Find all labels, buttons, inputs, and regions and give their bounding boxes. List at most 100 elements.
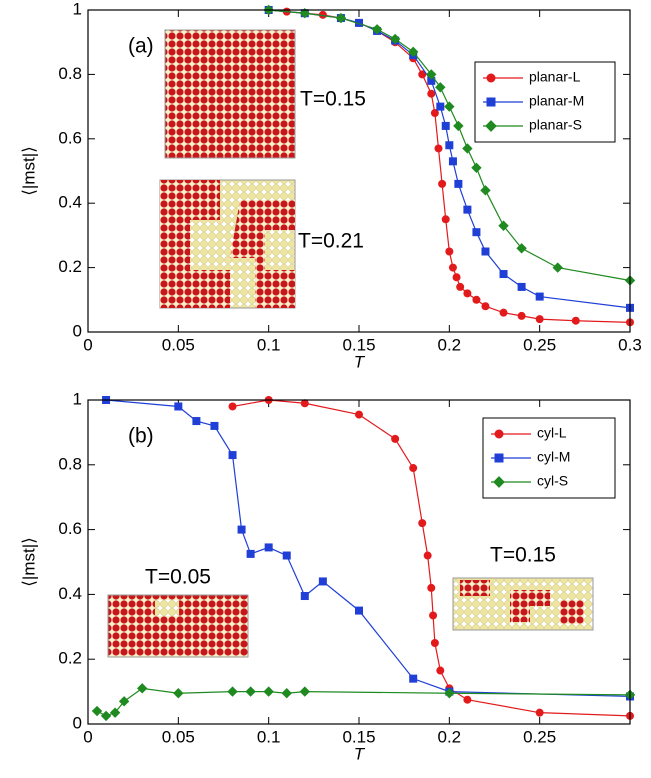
data-point bbox=[445, 141, 454, 150]
data-point bbox=[299, 8, 310, 19]
data-point bbox=[471, 162, 482, 173]
data-point bbox=[300, 592, 309, 601]
data-point bbox=[430, 109, 439, 118]
data-point bbox=[318, 577, 327, 586]
y-tick-label: 0.8 bbox=[58, 64, 82, 83]
x-tick-label: 0.1 bbox=[257, 727, 281, 746]
y-tick-label: 1 bbox=[73, 0, 82, 18]
annotation: T=0.15 bbox=[300, 88, 366, 111]
y-tick-label: 0.2 bbox=[58, 649, 82, 668]
data-point bbox=[263, 686, 274, 697]
annotation: T=0.15 bbox=[490, 544, 556, 567]
data-point bbox=[426, 69, 437, 80]
data-point bbox=[429, 611, 438, 620]
y-tick-label: 0.8 bbox=[58, 454, 82, 473]
data-point bbox=[472, 228, 481, 237]
data-point bbox=[517, 282, 526, 291]
plot-frame bbox=[87, 9, 631, 333]
data-point bbox=[453, 120, 464, 132]
data-point bbox=[463, 289, 472, 298]
x-tick-label: 0.05 bbox=[162, 727, 195, 746]
data-point bbox=[355, 606, 363, 615]
legend-box bbox=[482, 417, 616, 499]
y-tick-label: 1 bbox=[73, 389, 82, 408]
data-point bbox=[391, 434, 400, 443]
series bbox=[263, 4, 636, 286]
data-point bbox=[516, 243, 527, 254]
data-point bbox=[434, 144, 443, 153]
data-point bbox=[444, 101, 455, 112]
data-point bbox=[409, 464, 418, 473]
data-point bbox=[535, 315, 544, 324]
x-tick-label: 0 bbox=[83, 727, 92, 746]
data-point bbox=[174, 402, 183, 411]
x-tick-label: 0.2 bbox=[438, 727, 462, 746]
data-point bbox=[355, 410, 363, 419]
legend-box bbox=[474, 61, 616, 143]
data-point bbox=[498, 220, 509, 231]
legend-label: planar-S bbox=[529, 117, 582, 133]
data-point bbox=[427, 89, 436, 98]
annotation: T=0.05 bbox=[145, 566, 211, 589]
legend-marker bbox=[486, 97, 496, 107]
data-point bbox=[441, 215, 450, 224]
data-point bbox=[100, 710, 112, 722]
legend-marker bbox=[493, 476, 505, 488]
data-point bbox=[535, 708, 544, 717]
legend-marker bbox=[485, 120, 497, 132]
data-point bbox=[300, 399, 309, 408]
series-line bbox=[268, 9, 631, 323]
data-point bbox=[499, 308, 508, 317]
y-axis-label: ⟨|mst|⟩ bbox=[19, 146, 38, 195]
data-point bbox=[430, 639, 439, 647]
data-point bbox=[463, 695, 472, 704]
data-point bbox=[246, 549, 255, 558]
legend-marker bbox=[486, 73, 496, 83]
data-point bbox=[282, 551, 291, 560]
series bbox=[264, 6, 634, 327]
data-point bbox=[210, 421, 219, 430]
legend-label: planar-M bbox=[529, 93, 584, 109]
y-axis-label: ⟨|mst|⟩ bbox=[19, 537, 38, 586]
data-point bbox=[335, 12, 347, 24]
legend-label: cyl-S bbox=[537, 473, 568, 489]
series bbox=[102, 396, 634, 701]
data-point bbox=[409, 674, 418, 683]
data-point bbox=[462, 143, 473, 154]
data-point bbox=[517, 311, 526, 320]
data-point bbox=[371, 24, 383, 35]
y-tick-label: 0.6 bbox=[58, 128, 82, 147]
data-point bbox=[418, 519, 427, 528]
y-tick-label: 0 bbox=[73, 713, 82, 732]
data-point bbox=[452, 273, 461, 282]
x-tick-label: 0.05 bbox=[162, 335, 195, 354]
data-point bbox=[571, 316, 580, 325]
data-point bbox=[408, 46, 419, 58]
data-point bbox=[444, 688, 455, 699]
data-point bbox=[441, 121, 450, 130]
x-axis-label: T bbox=[354, 744, 366, 763]
data-point bbox=[137, 683, 148, 694]
data-point bbox=[435, 82, 446, 93]
y-tick-label: 0.2 bbox=[58, 257, 82, 276]
series bbox=[228, 396, 634, 720]
x-tick-label: 0.3 bbox=[618, 335, 642, 354]
data-point bbox=[456, 282, 465, 291]
data-point bbox=[472, 295, 481, 304]
data-point bbox=[91, 705, 103, 717]
legend-marker bbox=[494, 453, 504, 463]
inset-lattice bbox=[107, 29, 594, 658]
data-point bbox=[552, 262, 563, 273]
data-point bbox=[264, 543, 273, 552]
data-point bbox=[535, 292, 544, 301]
data-point bbox=[427, 583, 436, 592]
data-point bbox=[423, 551, 432, 560]
series bbox=[91, 683, 636, 722]
data-point bbox=[173, 688, 184, 699]
data-point bbox=[438, 179, 447, 188]
x-tick-label: 0.15 bbox=[342, 727, 375, 746]
data-point bbox=[227, 686, 238, 697]
data-point bbox=[436, 666, 445, 675]
y-tick-label: 0.4 bbox=[58, 193, 82, 212]
